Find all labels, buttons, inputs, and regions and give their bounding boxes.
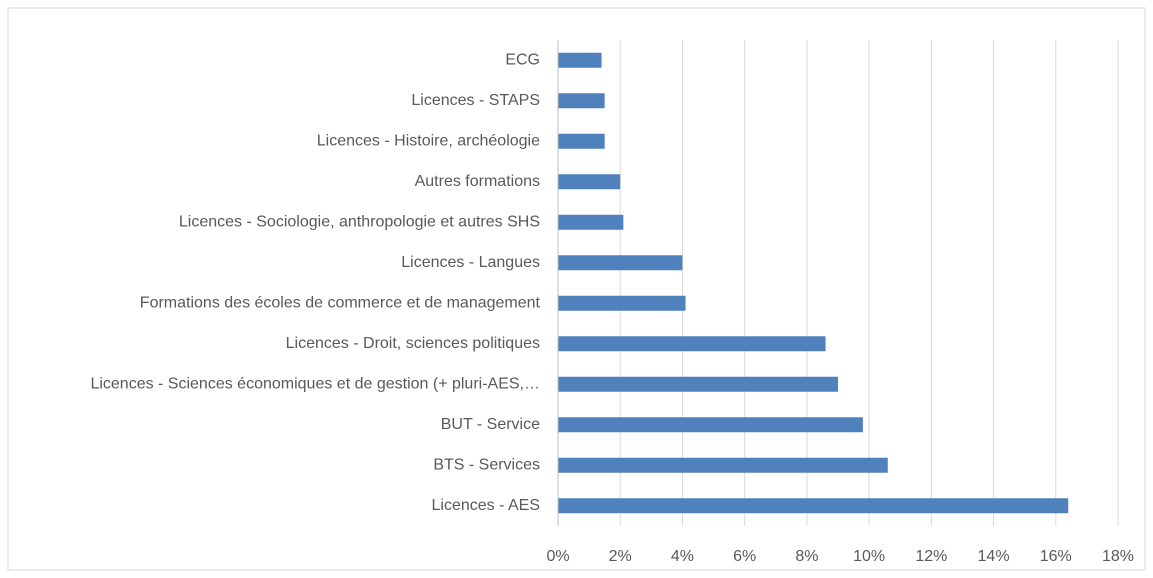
x-tick-label: 16% [1040,548,1072,565]
x-tick-label: 0% [546,548,569,565]
x-tick-label: 18% [1102,548,1134,565]
y-tick-label: Licences - AES [432,497,541,514]
bar [558,295,686,311]
bar [558,417,863,433]
y-tick-label: Formations des écoles de commerce et de … [140,294,541,311]
y-tick-label: Autres formations [415,173,540,190]
bar [558,174,621,190]
bar [558,52,602,68]
y-tick-label: Licences - Sociologie, anthropologie et … [179,213,540,230]
x-tick-label: 2% [609,548,632,565]
bar [558,93,605,109]
x-tick-label: 6% [733,548,756,565]
bar [558,255,683,271]
y-tick-label: BTS - Services [433,456,540,473]
y-tick-label: Licences - Sciences économiques et de ge… [90,375,540,392]
bar [558,376,838,392]
x-tick-label: 4% [671,548,694,565]
bar [558,498,1069,514]
y-tick-label: Licences - STAPS [411,92,540,109]
chart-frame [7,7,1146,571]
x-tick-label: 8% [795,548,818,565]
y-tick-label: Licences - Droit, sciences politiques [286,335,540,352]
bar [558,457,888,473]
y-tick-label: Licences - Langues [401,254,540,271]
bar [558,214,624,230]
x-tick-label: 14% [978,548,1010,565]
bar [558,336,826,352]
y-tick-label: BUT - Service [441,416,540,433]
bar [558,133,605,149]
y-tick-label: Licences - Histoire, archéologie [317,132,540,149]
x-tick-label: 10% [853,548,885,565]
x-tick-label: 12% [915,548,947,565]
y-tick-label: ECG [505,51,540,68]
